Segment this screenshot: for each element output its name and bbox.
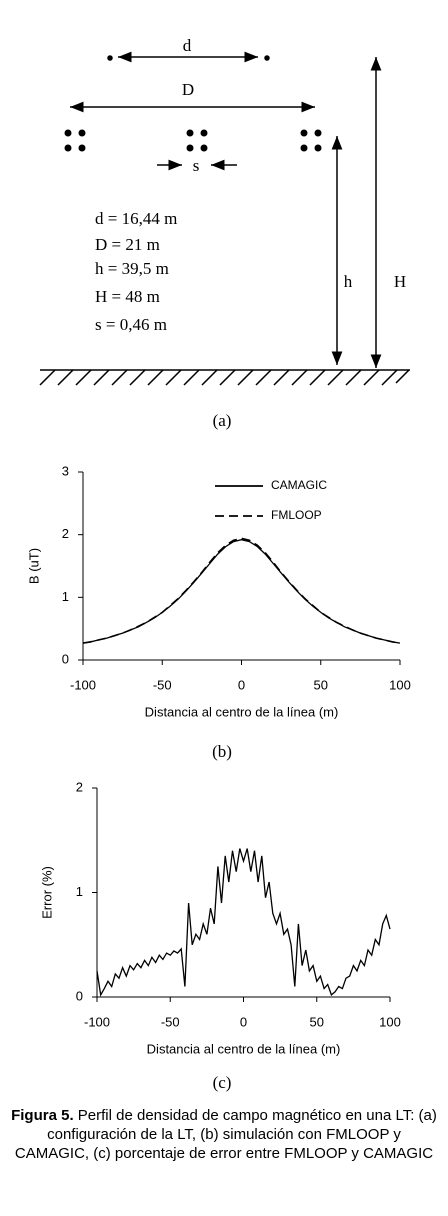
- figure: d D s h H d = 16,44 m D = 21 m h = 39,5 …: [26, 36, 411, 1092]
- x-tick-label: 100: [389, 677, 411, 692]
- parameter: d = 16,44 m: [95, 209, 177, 228]
- D-label: D: [182, 80, 194, 99]
- y-tick-label: 1: [76, 884, 83, 899]
- y-tick-label: 1: [62, 589, 69, 604]
- parameter: h = 39,5 m: [95, 259, 169, 278]
- h-label: h: [344, 272, 353, 291]
- H-label: H: [394, 272, 406, 291]
- parameter: D = 21 m: [95, 235, 160, 254]
- parameter: s = 0,46 m: [95, 315, 167, 334]
- panel-label: (b): [212, 742, 232, 761]
- y-axis-label: B (uT): [26, 548, 41, 584]
- caption: Figura 5. Perfil de densidad de campo ma…: [8, 1106, 440, 1163]
- x-axis-label: Distancia al centro de la línea (m): [145, 704, 339, 719]
- line-series: [82, 537, 401, 644]
- y-tick-label: 2: [76, 779, 83, 794]
- y-tick-label: 3: [62, 463, 69, 478]
- x-tick-label: -50: [161, 1014, 180, 1029]
- s-label: s: [193, 156, 200, 175]
- line-series: [96, 848, 391, 997]
- x-tick-label: 0: [240, 1014, 247, 1029]
- x-tick-label: 100: [379, 1014, 401, 1029]
- x-tick-label: 0: [238, 677, 245, 692]
- y-tick-label: 0: [76, 988, 83, 1003]
- y-axis-label: Error (%): [39, 866, 54, 919]
- y-tick-label: 2: [62, 526, 69, 541]
- line-series: [82, 539, 401, 644]
- parameter: H = 48 m: [95, 287, 160, 306]
- x-tick-label: 50: [310, 1014, 324, 1029]
- legend-label: FMLOOP: [271, 508, 322, 522]
- panel-label: (c): [213, 1073, 232, 1092]
- x-axis-label: Distancia al centro de la línea (m): [147, 1041, 341, 1056]
- caption-label: Figura 5.: [11, 1107, 74, 1124]
- d-label: d: [183, 36, 192, 55]
- x-tick-label: -100: [70, 677, 96, 692]
- y-tick-label: 0: [62, 651, 69, 666]
- caption-text: Perfil de densidad de campo magnético en…: [14, 1107, 437, 1162]
- x-tick-label: 50: [314, 677, 328, 692]
- x-tick-label: -100: [84, 1014, 110, 1029]
- panel-label: (a): [213, 411, 232, 430]
- legend-label: CAMAGIC: [271, 478, 327, 492]
- x-tick-label: -50: [153, 677, 172, 692]
- diagram: [39, 51, 410, 386]
